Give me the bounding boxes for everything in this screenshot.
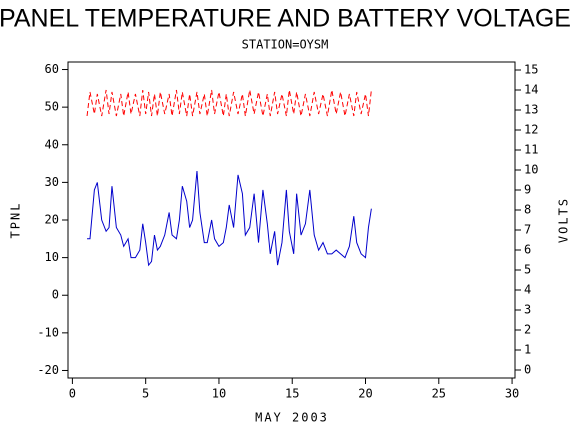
y-tick-label: 30 (45, 175, 59, 189)
series-line (86, 89, 372, 117)
x-tick-label: 15 (285, 387, 299, 401)
y2-tick-label: 6 (524, 243, 531, 257)
y2-tick-label: 0 (524, 363, 531, 377)
y-tick-label: 40 (45, 137, 59, 151)
y2-tick-label: 8 (524, 203, 531, 217)
y2-tick-label: 12 (524, 123, 538, 137)
x-tick-label: 5 (142, 387, 149, 401)
y-tick-label: 50 (45, 100, 59, 114)
y-tick-label: -10 (37, 325, 59, 339)
y-tick-label: -20 (37, 363, 59, 377)
y2-tick-label: 4 (524, 283, 531, 297)
y2-tick-label: 15 (524, 63, 538, 77)
y-tick-label: 20 (45, 213, 59, 227)
y2-tick-label: 13 (524, 103, 538, 117)
x-tick-label: 25 (432, 387, 446, 401)
x-tick-label: 0 (69, 387, 76, 401)
chart-title: PANEL TEMPERATURE AND BATTERY VOLTAGE (0, 5, 570, 33)
y2-tick-label: 14 (524, 83, 538, 97)
y-tick-label: 60 (45, 62, 59, 76)
y-tick-label: 0 (52, 288, 59, 302)
y2-tick-label: 10 (524, 163, 538, 177)
plot-frame (67, 61, 516, 379)
x-tick-label: 20 (358, 387, 372, 401)
y-tick-label: 10 (45, 250, 59, 264)
x-tick-label: 30 (505, 387, 519, 401)
chart-subtitle: STATION=OYSM (242, 38, 329, 52)
series-line (87, 171, 372, 267)
y-axis-label: TPNL (9, 202, 23, 239)
y2-tick-label: 5 (524, 263, 531, 277)
x-axis-label: MAY 2003 (255, 411, 329, 425)
x-tick-label: 10 (212, 387, 226, 401)
y2-tick-label: 1 (524, 343, 531, 357)
y2-tick-label: 7 (524, 223, 531, 237)
y2-tick-label: 11 (524, 143, 538, 157)
y2-axis-label: VOLTS (557, 197, 570, 243)
y2-tick-label: 2 (524, 323, 531, 337)
y2-tick-label: 3 (524, 303, 531, 317)
y2-tick-label: 9 (524, 183, 531, 197)
